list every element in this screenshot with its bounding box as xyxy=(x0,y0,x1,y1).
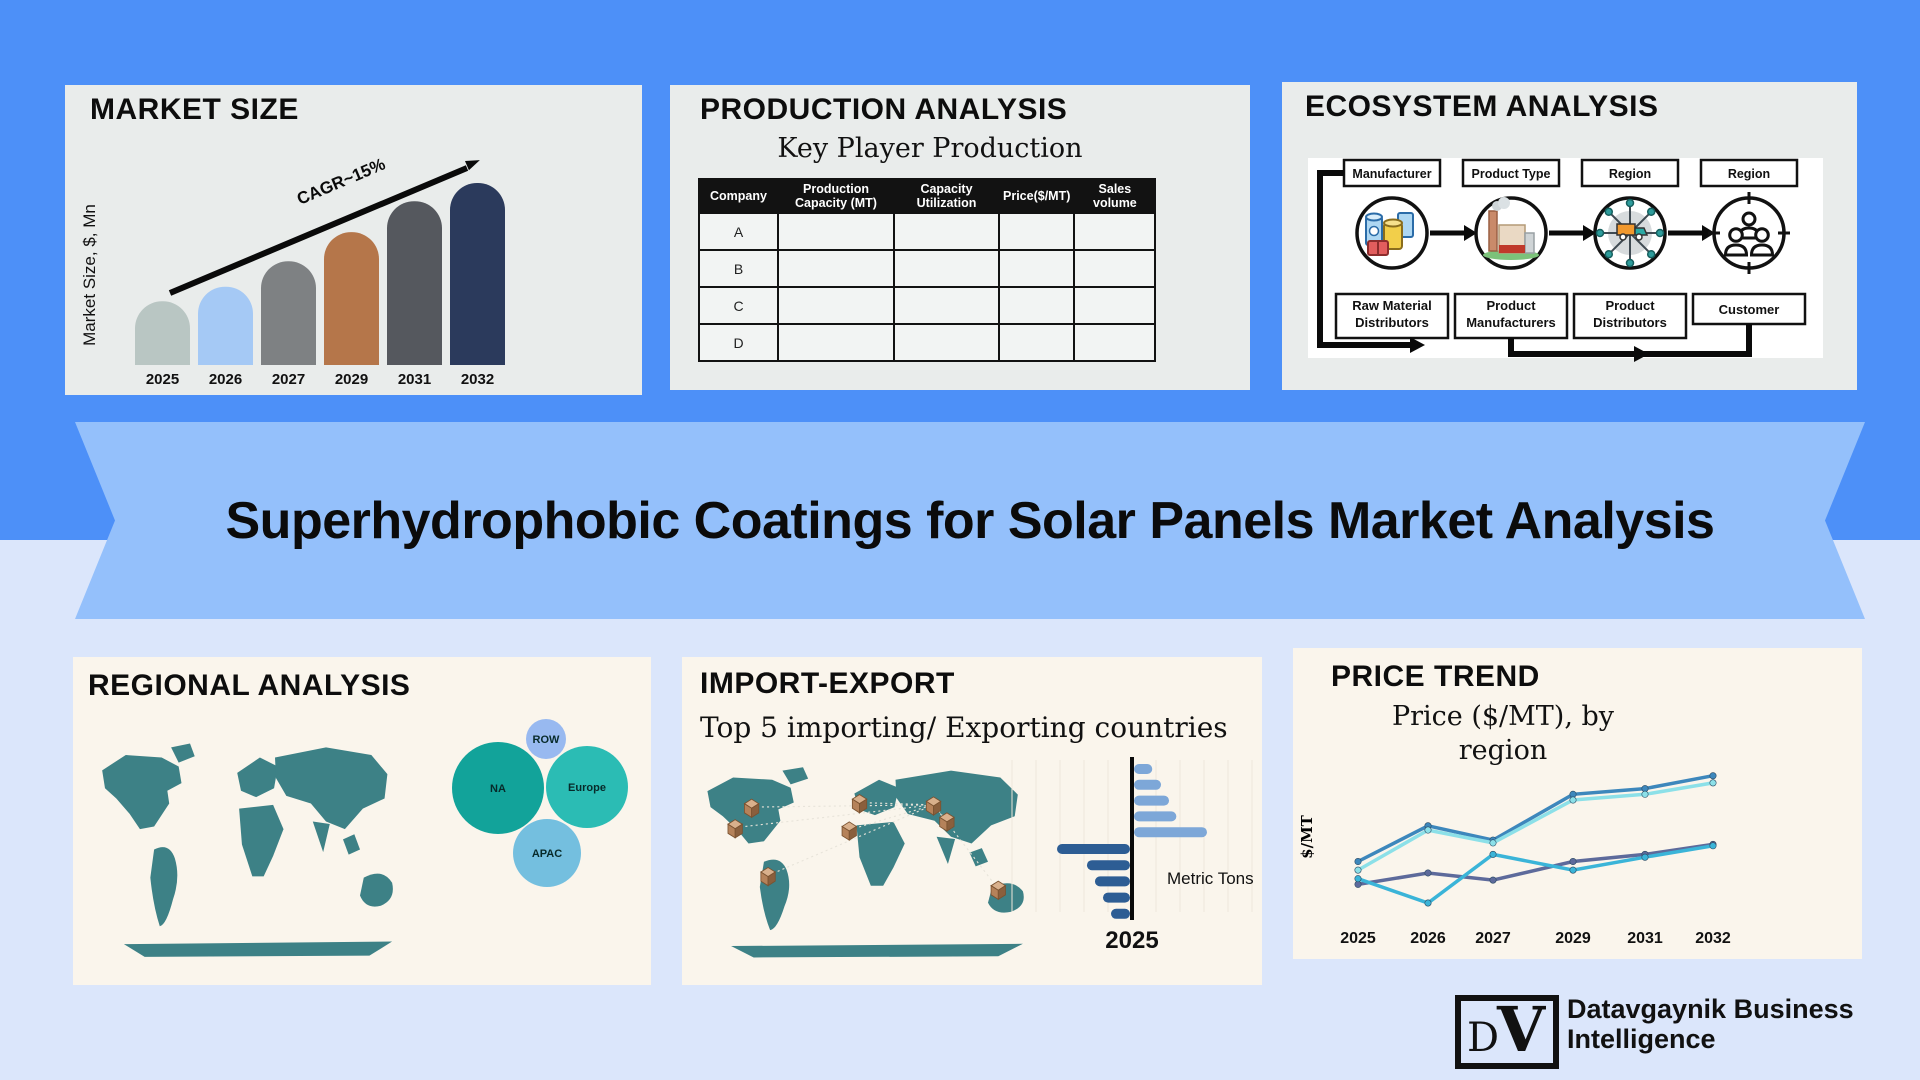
svg-text:2026: 2026 xyxy=(1410,930,1446,947)
package-icon xyxy=(990,880,1007,901)
import-export-tornado-chart: Metric Tons 2025 xyxy=(1011,757,1254,954)
raw-materials-icon xyxy=(1365,212,1414,256)
region-bubble xyxy=(513,819,581,887)
svg-text:Customer: Customer xyxy=(1719,302,1780,317)
title-ribbon: Superhydrophobic Coatings for Solar Pane… xyxy=(75,422,1865,619)
svg-text:Product: Product xyxy=(1486,298,1536,313)
price-trend-title: PRICE TREND xyxy=(1331,660,1540,693)
svg-text:2027: 2027 xyxy=(1475,930,1511,947)
svg-text:Raw Material: Raw Material xyxy=(1352,298,1431,313)
svg-text:2025: 2025 xyxy=(1340,930,1376,947)
import-export-subtitle: Top 5 importing/ Exporting countries xyxy=(700,711,1228,744)
package-icon xyxy=(841,821,858,841)
market-size-panel: MARKET SIZE 2025 2026 2027 2029 2031 2032 CAGR… xyxy=(65,85,642,395)
svg-text:ROW: ROW xyxy=(533,734,561,746)
svg-text:2025: 2025 xyxy=(146,371,179,388)
svg-text:APAC: APAC xyxy=(532,848,562,860)
price-line xyxy=(1357,781,1714,872)
svg-text:Europe: Europe xyxy=(568,782,606,794)
price-line xyxy=(1357,842,1714,887)
svg-text:2031: 2031 xyxy=(398,371,431,388)
svg-text:Region: Region xyxy=(1728,167,1770,181)
svg-text:Product Type: Product Type xyxy=(1472,167,1551,181)
svg-text:Metric Tons: Metric Tons xyxy=(1167,869,1254,888)
regional-bubble-chart: NA Europe APAC ROW xyxy=(452,719,628,887)
svg-text:Manufacturers: Manufacturers xyxy=(1466,315,1556,330)
svg-text:2032: 2032 xyxy=(461,371,494,388)
table-row: B xyxy=(698,249,1157,288)
svg-text:2029: 2029 xyxy=(1555,930,1591,947)
ecosystem-flow-diagram: Manufacturer Raw Material Distributors Prod… xyxy=(1317,158,1807,362)
regional-title: REGIONAL ANALYSIS xyxy=(88,669,411,702)
svg-text:2027: 2027 xyxy=(272,371,305,388)
svg-text:Market Size, $, Mn: Market Size, $, Mn xyxy=(80,204,99,346)
market-size-bar-chart: 2025 2026 2027 2029 2031 2032 CAGR~15% Market S… xyxy=(80,154,505,388)
package-icon xyxy=(938,812,955,832)
svg-text:2032: 2032 xyxy=(1695,930,1731,947)
svg-text:2029: 2029 xyxy=(335,371,368,388)
table-row: D xyxy=(698,323,1157,362)
svg-text:Manufacturer: Manufacturer xyxy=(1352,167,1431,181)
dv-monogram-icon: D V xyxy=(1455,993,1559,1069)
package-icon xyxy=(760,866,777,887)
trade-routes-map xyxy=(692,757,1062,962)
production-title: PRODUCTION ANALYSIS xyxy=(700,93,1068,126)
key-player-table: Company Production Capacity (MT) Capacity … xyxy=(698,178,1157,362)
svg-text:NA: NA xyxy=(490,783,506,795)
table-header: Company xyxy=(698,178,779,214)
region-bubble xyxy=(526,719,566,759)
svg-text:Region: Region xyxy=(1609,167,1651,181)
price-trend-line-chart: 2025 2026 2027 2029 2031 2032 xyxy=(1340,772,1731,947)
main-title: Superhydrophobic Coatings for Solar Pane… xyxy=(225,491,1715,550)
package-icon xyxy=(925,796,942,816)
svg-text:2026: 2026 xyxy=(209,371,242,388)
region-bubble xyxy=(452,742,544,834)
table-header: Production Capacity (MT) xyxy=(777,178,895,214)
price-line xyxy=(1357,773,1714,864)
region-bubble xyxy=(546,746,628,828)
price-trend-subtitle: Price ($/MT), by region xyxy=(1391,701,1615,766)
package-icon xyxy=(743,798,760,819)
table-header: Price($/MT) xyxy=(997,178,1076,214)
package-icon xyxy=(727,819,744,839)
ecosystem-analysis-panel: ECOSYSTEM ANALYSIS Manufacturer Raw Mater… xyxy=(1282,82,1857,390)
import-export-title: IMPORT-EXPORT xyxy=(700,667,955,700)
company-logo: D V Datavgaynik Business Intelligence xyxy=(1455,993,1854,1069)
svg-text:2031: 2031 xyxy=(1627,930,1663,947)
factory-icon xyxy=(1483,197,1539,260)
price-trend-panel: PRICE TREND Price ($/MT), by region $/MT… xyxy=(1293,648,1862,959)
ecosystem-title: ECOSYSTEM ANALYSIS xyxy=(1305,90,1659,123)
svg-text:2025: 2025 xyxy=(1105,927,1158,954)
import-export-panel: IMPORT-EXPORT Top 5 importing/ Exporting… xyxy=(682,657,1262,985)
table-row: A xyxy=(698,212,1157,251)
package-icon xyxy=(851,794,868,814)
table-header: Capacity Utilization xyxy=(893,178,1000,214)
table-header: Sales volume xyxy=(1073,178,1157,214)
market-size-title: MARKET SIZE xyxy=(90,93,299,126)
production-analysis-panel: PRODUCTION ANALYSIS Key Player Productio… xyxy=(670,85,1250,390)
distribution-icon xyxy=(1595,198,1665,268)
table-row: C xyxy=(698,286,1157,325)
regional-analysis-panel: REGIONAL ANALYSIS NA Europe APAC ROW xyxy=(73,657,651,985)
svg-text:Distributors: Distributors xyxy=(1593,315,1667,330)
production-subtitle: Key Player Production xyxy=(777,133,1083,164)
price-line xyxy=(1357,844,1714,905)
svg-text:Distributors: Distributors xyxy=(1355,315,1429,330)
svg-text:CAGR~15%: CAGR~15% xyxy=(294,154,388,208)
customer-icon xyxy=(1708,192,1790,274)
svg-text:Product: Product xyxy=(1605,298,1655,313)
company-name: Datavgaynik Business Intelligence xyxy=(1567,994,1854,1054)
